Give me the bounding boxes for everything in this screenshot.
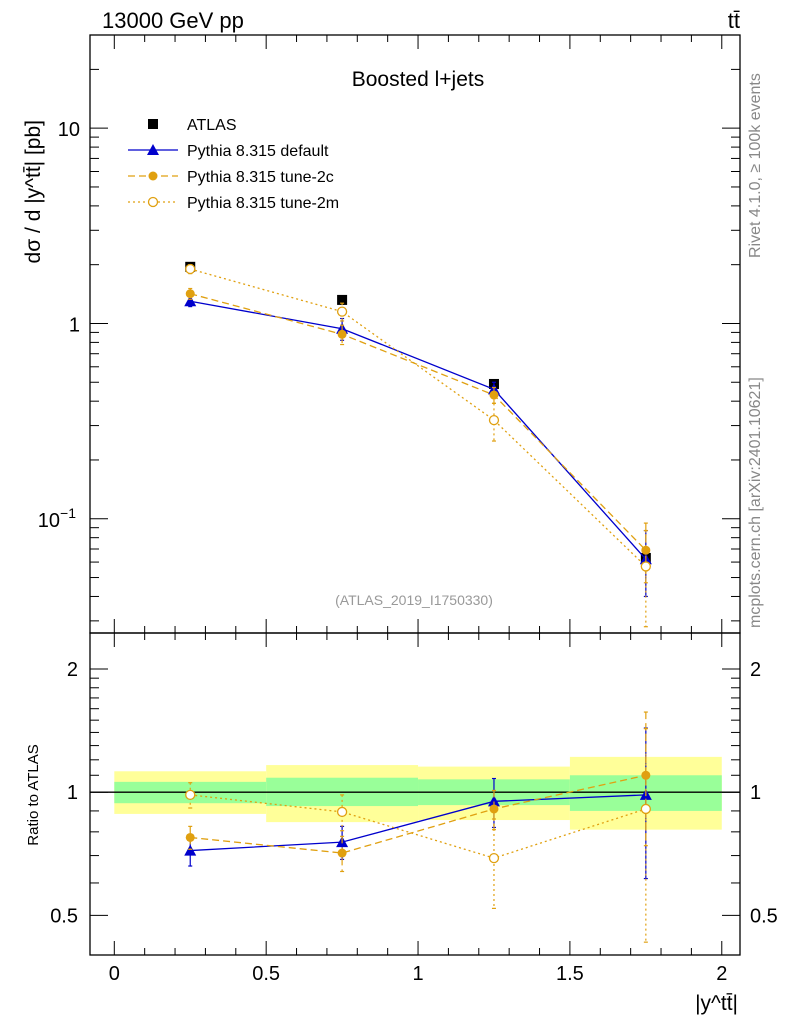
ratio-series-line — [190, 794, 647, 859]
header-right-label: tt̄ — [728, 8, 740, 33]
main-data-point — [337, 294, 348, 305]
legend-marker — [148, 119, 158, 129]
legend-label: Pythia 8.315 default — [187, 143, 329, 160]
main-y-axis-label-text: dσ / d |y^tt̄| [pb] — [22, 120, 45, 263]
main-series-2 — [185, 287, 651, 584]
x-tick-label: 0.5 — [252, 963, 280, 985]
legend-label: Pythia 8.315 tune-2m — [187, 195, 339, 212]
y-tick-label: 10 — [58, 119, 80, 141]
ratio-data-point — [185, 789, 196, 801]
ratio-data-point — [488, 852, 500, 864]
ratio-data-point — [487, 795, 500, 807]
y-tick-label: 10−1 — [38, 505, 76, 532]
ratio-series-1 — [185, 711, 651, 873]
ratio-y-tick-label-left: 1 — [67, 782, 78, 804]
ratio-y-tick-label-left: 0.5 — [50, 905, 78, 927]
main-data-point — [184, 295, 197, 307]
mcplots-label: mcplots.cern.ch [arXiv:2401.10621] — [747, 377, 764, 628]
main-title: Boosted l+jets — [352, 68, 485, 91]
main-series-1 — [184, 295, 652, 598]
x-tick-label: 2 — [716, 963, 727, 985]
main-panel: Boosted l+jets (ATLAS_2019_I1750330) dσ … — [22, 34, 741, 634]
legend-label: ATLAS — [187, 117, 237, 134]
ratio-y-tick-label-right: 0.5 — [750, 905, 778, 927]
legend-marker — [147, 196, 159, 208]
main-y-axis-label: dσ / d |y^tt̄| [pb] — [22, 120, 45, 263]
ratio-data-point — [185, 832, 195, 842]
main-y-ticks: 10−1 1 10 — [38, 34, 740, 622]
rivet-version-label: Rivet 4.1.0, ≥ 100k events — [747, 73, 764, 258]
ratio-data-point — [336, 806, 348, 818]
ratio-series-2 — [185, 728, 651, 943]
y-tick-label-exponent: −1 — [60, 505, 76, 521]
main-series-3 — [185, 263, 651, 628]
ratio-data-point — [640, 803, 651, 815]
main-data-point — [336, 306, 348, 317]
ratio-series-line — [190, 794, 646, 852]
main-x-ticks — [113, 35, 723, 633]
x-tick-label: 1.5 — [556, 963, 584, 985]
main-series-line — [190, 293, 647, 551]
ratio-y-tick-label-right: 1 — [750, 782, 761, 804]
main-series-line — [190, 300, 647, 560]
main-data-point — [337, 329, 347, 339]
main-data-point — [488, 414, 500, 426]
main-data-point — [489, 390, 499, 400]
header-left-label: 13000 GeV pp — [102, 8, 244, 33]
ratio-data-point — [184, 844, 197, 856]
y-tick-label: 1 — [69, 314, 80, 336]
main-data-layer — [184, 261, 652, 628]
ratio-data-point — [489, 804, 499, 814]
main-data-point — [185, 289, 195, 299]
ratio-y-ticks: 0.5 0.5 1 1 2 2 — [50, 659, 778, 927]
ratio-y-tick-label-left: 2 — [67, 659, 78, 681]
ratio-plot-frame — [89, 632, 741, 956]
main-data-point — [641, 545, 651, 555]
main-data-point — [640, 561, 651, 572]
ratio-data-layer — [90, 711, 740, 943]
legend-marker — [148, 171, 158, 181]
ratio-data-point — [337, 848, 347, 858]
ratio-y-tick-label-right: 2 — [750, 659, 761, 681]
main-data-point — [185, 263, 196, 275]
ratio-x-ticks: 0 0.5 1 1.5 2 — [109, 633, 727, 985]
ratio-panel: Ratio to ATLAS |y^tt̄| — [25, 632, 741, 1015]
x-tick-label: 0 — [109, 963, 120, 985]
main-series-line — [190, 268, 647, 567]
main-series-0 — [185, 261, 651, 563]
ratio-x-axis-label: |y^tt̄| — [695, 992, 738, 1015]
legend-marker — [147, 144, 159, 155]
ratio-y-axis-label: Ratio to ATLAS — [25, 744, 42, 845]
legend-label: Pythia 8.315 tune-2c — [187, 169, 334, 186]
legend: ATLAS Pythia 8.315 default Pythia 8.315 tu… — [128, 117, 339, 212]
ratio-series-line — [190, 774, 646, 854]
x-tick-label: 1 — [412, 963, 423, 985]
watermark-label: (ATLAS_2019_I1750330) — [335, 592, 493, 608]
